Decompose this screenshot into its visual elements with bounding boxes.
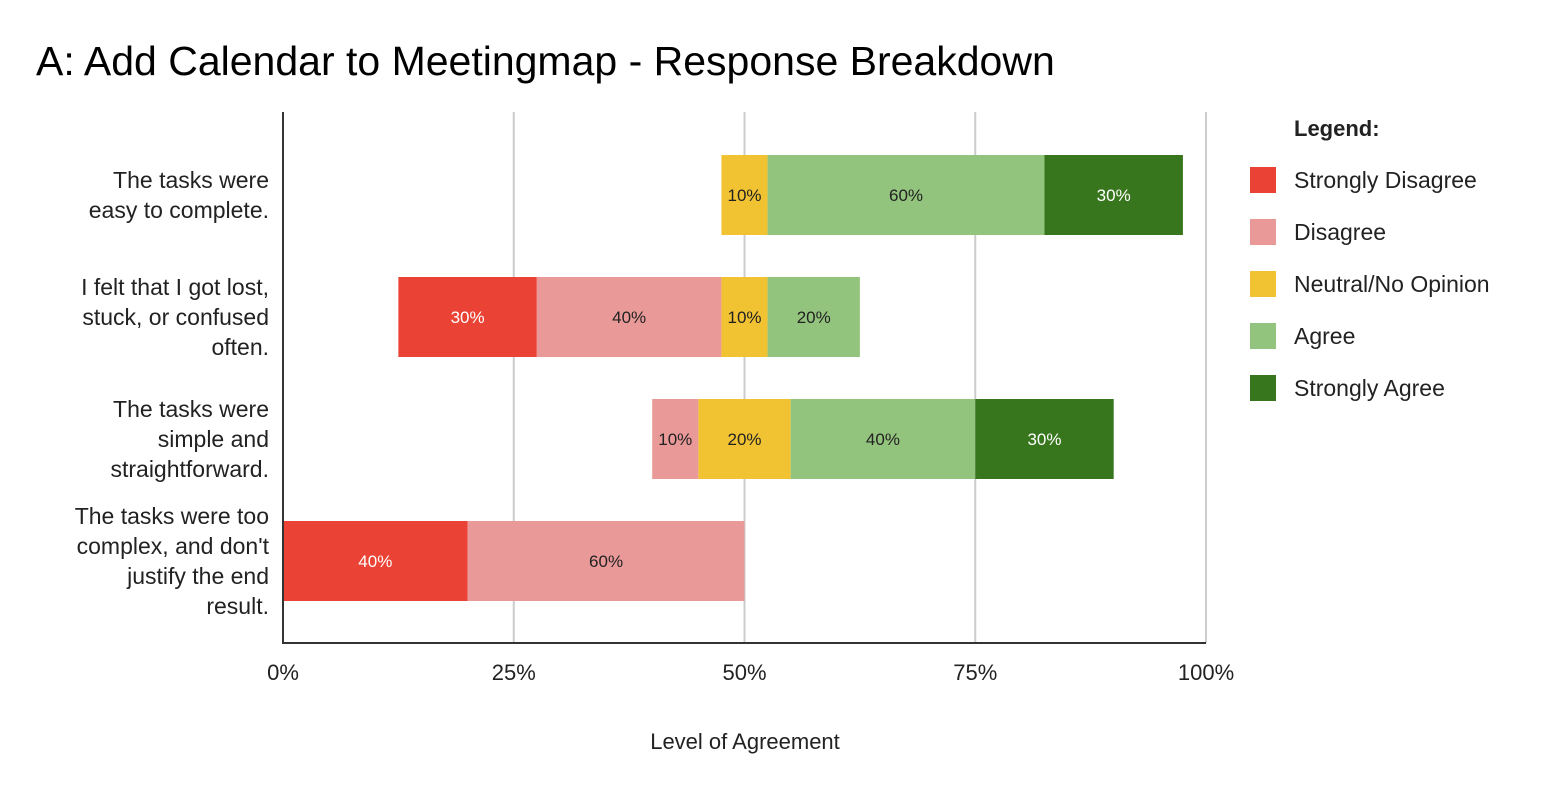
bar-segment-1-3 (767, 277, 860, 357)
category-label-2: The tasks were simple and straightforward. (110, 396, 269, 482)
legend-swatch-0 (1250, 167, 1276, 193)
category-label-0: The tasks were easy to complete. (89, 167, 269, 223)
category-label-1: I felt that I got lost, stuck, or confuse… (81, 274, 269, 360)
category-label-line: The tasks were too (75, 503, 269, 529)
bar-segment-3-0 (283, 521, 468, 601)
x-tick-label-2: 50% (722, 660, 766, 685)
legend-swatch-2 (1250, 271, 1276, 297)
bar-segment-2-2 (790, 399, 976, 479)
data-label-1-2: 10% (727, 308, 761, 327)
data-label-0-1: 60% (889, 186, 923, 205)
category-label-line: The tasks were (113, 167, 269, 193)
legend-label-3: Agree (1294, 323, 1355, 349)
bar-segment-1-0 (398, 277, 537, 357)
category-label-line: I felt that I got lost, (81, 274, 269, 300)
data-label-2-3: 30% (1027, 430, 1061, 449)
bar-segment-2-3 (975, 399, 1114, 479)
category-label-line: straightforward. (110, 456, 269, 482)
legend-swatch-4 (1250, 375, 1276, 401)
bar-segment-1-1 (536, 277, 722, 357)
data-label-1-0: 30% (451, 308, 485, 327)
bar-segment-2-1 (698, 399, 791, 479)
category-label-line: often. (211, 334, 269, 360)
bar-segment-3-1 (467, 521, 745, 601)
category-label-3: The tasks were too complex, and don't just… (75, 503, 270, 619)
x-axis-label: Level of Agreement (650, 729, 840, 754)
axes (282, 112, 1206, 644)
x-tick-labels: 0% 25% 50% 75% 100% (267, 660, 1234, 685)
bar-segment-1-2 (721, 277, 768, 357)
legend-label-1: Disagree (1294, 219, 1386, 245)
category-label-line: justify the end (126, 563, 269, 589)
legend-label-2: Neutral/No Opinion (1294, 271, 1490, 297)
category-label-line: simple and (158, 426, 269, 452)
legend-label-0: Strongly Disagree (1294, 167, 1477, 193)
data-label-2-1: 20% (727, 430, 761, 449)
x-tick-label-3: 75% (953, 660, 997, 685)
bar-segment-0-2 (1044, 155, 1183, 235)
category-label-line: stuck, or confused (82, 304, 269, 330)
legend-swatch-3 (1250, 323, 1276, 349)
data-label-0-0: 10% (727, 186, 761, 205)
x-tick-label-1: 25% (492, 660, 536, 685)
legend-label-4: Strongly Agree (1294, 375, 1445, 401)
category-label-line: complex, and don't (77, 533, 270, 559)
category-label-line: The tasks were (113, 396, 269, 422)
category-labels: The tasks were easy to complete. I felt th… (75, 167, 270, 619)
bars: 10% 60% 30% 30% 40% 10% 20% 10% 20% 40% 30% 40% 60% (283, 155, 1183, 601)
data-label-3-0: 40% (358, 552, 392, 571)
data-label-2-2: 40% (866, 430, 900, 449)
legend-title: Legend: (1294, 116, 1380, 141)
data-label-1-1: 40% (612, 308, 646, 327)
bar-segment-0-1 (767, 155, 1045, 235)
bar-segment-0-0 (721, 155, 768, 235)
bar-segment-2-0 (652, 399, 699, 479)
data-label-3-1: 60% (589, 552, 623, 571)
chart-title: A: Add Calendar to Meetingmap - Response… (36, 38, 1055, 84)
category-label-line: easy to complete. (89, 197, 269, 223)
data-label-0-2: 30% (1097, 186, 1131, 205)
x-tick-label-0: 0% (267, 660, 299, 685)
legend-swatch-1 (1250, 219, 1276, 245)
data-label-2-0: 10% (658, 430, 692, 449)
category-label-line: result. (206, 593, 269, 619)
data-label-1-3: 20% (797, 308, 831, 327)
x-tick-label-4: 100% (1178, 660, 1234, 685)
legend: Legend: Strongly Disagree Disagree Neutral… (1250, 116, 1490, 401)
